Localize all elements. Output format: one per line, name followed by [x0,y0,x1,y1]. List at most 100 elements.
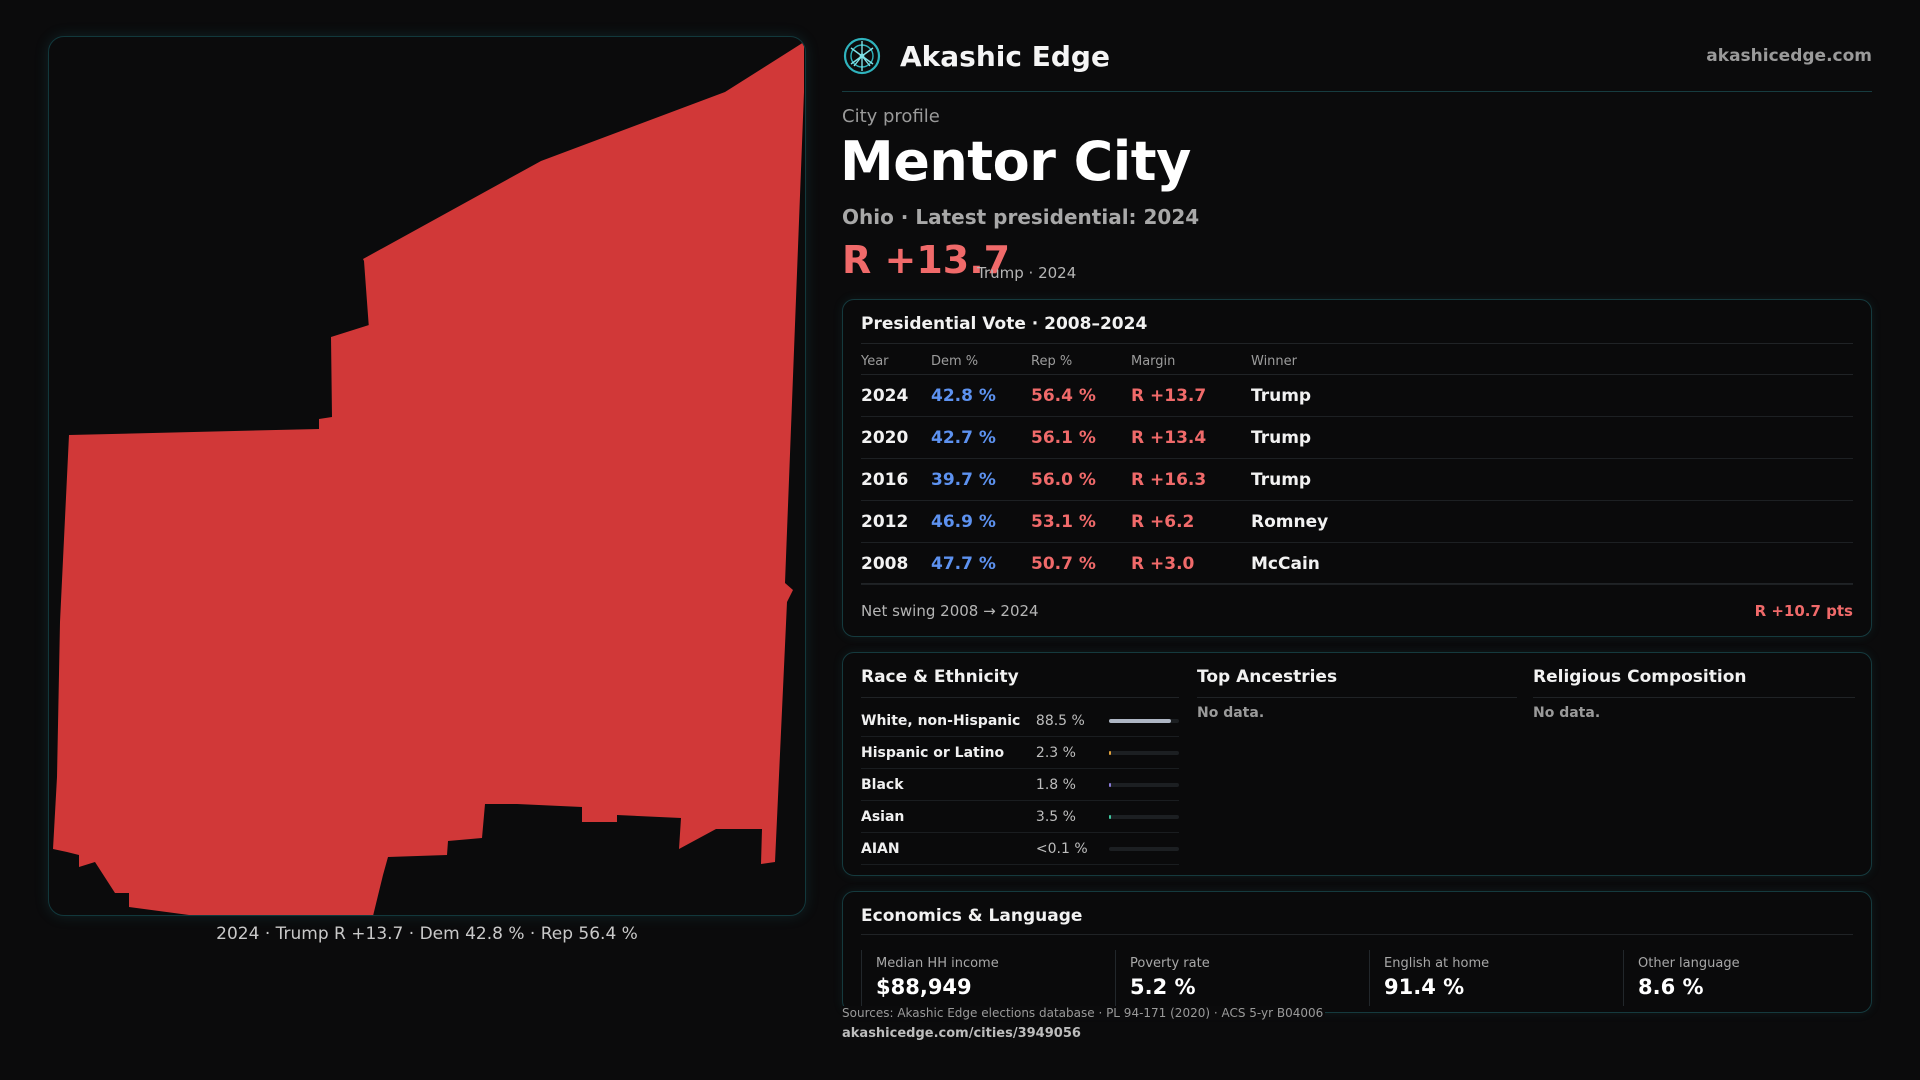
divider [861,934,1853,935]
brand[interactable]: Akashic Edge [842,36,1110,76]
divider [1197,697,1517,698]
city-boundary-shape [53,42,804,915]
row-margin: R +13.7 [1131,385,1207,406]
ancestries-empty: No data. [1197,705,1265,721]
table-row: 2012 46.9 % 53.1 % R +6.2 Romney [861,501,1853,543]
header-year: Year [861,353,889,369]
stat-poverty-rate: Poverty rate 5.2 % [1115,950,1369,1006]
stat-other-language: Other language 8.6 % [1623,950,1877,1006]
row-margin: R +16.3 [1131,469,1207,490]
row-year: 2020 [861,427,909,448]
table-row: 2020 42.7 % 56.1 % R +13.4 Trump [861,417,1853,459]
profile-eyebrow: City profile [842,106,940,127]
race-pct: 88.5 % [1035,712,1085,729]
religion-empty: No data. [1533,705,1601,721]
header-divider [842,91,1872,92]
race-bar [1109,718,1179,723]
city-boundary-map [48,36,806,916]
religion-section: Religious Composition No data. [1533,667,1855,721]
table-row: 2016 39.7 % 56.0 % R +16.3 Trump [861,459,1853,501]
row-winner: Trump [1251,385,1312,406]
presidential-vote-card: Presidential Vote · 2008–2024 Year Dem %… [842,299,1872,637]
row-margin: R +6.2 [1131,511,1195,532]
header-dem: Dem % [931,353,979,369]
network-globe-icon [843,37,881,75]
divider [861,583,1853,584]
race-bar-fill [1109,814,1112,819]
vote-card-title: Presidential Vote · 2008–2024 [861,314,1148,334]
permalink[interactable]: akashicedge.com/cities/3949056 [842,1026,1081,1041]
race-pct: 1.8 % [1035,776,1076,793]
row-winner: Trump [1251,427,1312,448]
stat-label: Other language [1638,956,1740,971]
net-swing-value: R +10.7 pts [1754,602,1853,620]
race-pct: <0.1 % [1035,840,1088,857]
table-header: Year Dem % Rep % Margin Winner [861,348,1853,375]
site-url-link[interactable]: akashicedge.com [1706,46,1872,66]
row-margin: R +13.4 [1131,427,1207,448]
row-dem: 39.7 % [931,469,996,490]
race-name: Black [861,776,904,793]
row-year: 2012 [861,511,909,532]
table-row: 2008 47.7 % 50.7 % R +3.0 McCain [861,543,1853,585]
divider [861,343,1853,344]
race-name: AIAN [861,840,900,857]
race-bar [1109,814,1179,819]
race-name: White, non-Hispanic [861,712,1021,729]
stat-english-at-home: English at home 91.4 % [1369,950,1623,1006]
ancestries-title: Top Ancestries [1197,667,1338,687]
stat-value: 8.6 % [1638,975,1704,999]
religion-title: Religious Composition [1533,667,1747,687]
divider [1533,697,1855,698]
row-winner: McCain [1251,553,1320,574]
row-year: 2008 [861,553,909,574]
row-rep: 50.7 % [1031,553,1096,574]
stat-value: 91.4 % [1384,975,1465,999]
row-dem: 46.9 % [931,511,996,532]
row-dem: 42.7 % [931,427,996,448]
race-bar-fill [1109,750,1112,755]
row-rep: 56.4 % [1031,385,1096,406]
header-rep: Rep % [1031,353,1073,369]
stat-label: English at home [1384,956,1490,971]
row-winner: Trump [1251,469,1312,490]
table-row: 2024 42.8 % 56.4 % R +13.7 Trump [861,375,1853,417]
race-bar [1109,782,1179,787]
city-boundary-polygon [53,42,804,915]
row-rep: 53.1 % [1031,511,1096,532]
row-margin: R +3.0 [1131,553,1195,574]
latest-margin: R +13.7 [842,238,1011,282]
row-dem: 47.7 % [931,553,996,574]
race-row: Hispanic or Latino 2.3 % [861,737,1179,769]
header-winner: Winner [1251,353,1298,369]
race-name: Asian [861,808,905,825]
race-pct: 2.3 % [1035,744,1076,761]
economics-title: Economics & Language [861,906,1083,926]
race-ethnicity-section: Race & Ethnicity White, non-Hispanic 88.5… [861,667,1179,865]
row-year: 2016 [861,469,909,490]
economics-card: Economics & Language Median HH income $8… [842,891,1872,1013]
net-swing-label: Net swing 2008 → 2024 [861,602,1039,620]
race-pct: 3.5 % [1035,808,1076,825]
divider [861,697,1179,698]
race-title: Race & Ethnicity [861,667,1019,687]
ancestries-section: Top Ancestries No data. [1197,667,1517,721]
stat-label: Median HH income [876,956,999,971]
profile-subtitle: Ohio · Latest presidential: 2024 [842,205,1200,229]
race-bar [1109,750,1179,755]
race-bar [1109,846,1179,851]
race-bar-fill [1109,718,1172,723]
demographics-card: Race & Ethnicity White, non-Hispanic 88.5… [842,652,1872,876]
brand-name: Akashic Edge [900,39,1110,73]
row-rep: 56.0 % [1031,469,1096,490]
map-caption: 2024 · Trump R +13.7 · Dem 42.8 % · Rep … [216,924,638,944]
row-year: 2024 [861,385,909,406]
race-row: White, non-Hispanic 88.5 % [861,705,1179,737]
stat-value: 5.2 % [1130,975,1196,999]
vote-table: Year Dem % Rep % Margin Winner 2024 42.8… [861,348,1853,585]
race-row: Black 1.8 % [861,769,1179,801]
race-row: AIAN <0.1 % [861,833,1179,865]
race-list: White, non-Hispanic 88.5 % Hispanic or Lat… [861,705,1179,865]
sources-note: Sources: Akashic Edge elections database… [842,1006,1326,1020]
row-winner: Romney [1251,511,1329,532]
